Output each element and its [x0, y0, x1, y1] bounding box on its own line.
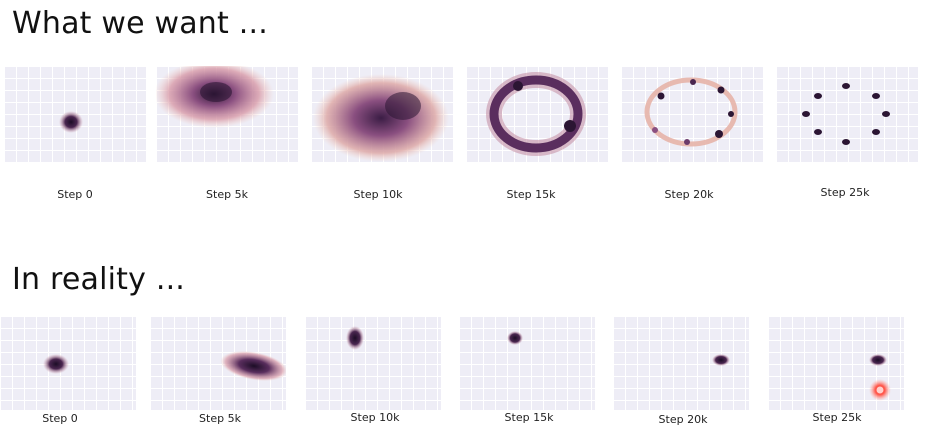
caption-step-15k: Step 15k — [506, 188, 556, 201]
density-plot-step-0 — [4, 66, 146, 162]
caption-step-10k: Step 10k — [353, 188, 403, 201]
density-plot-step-20k — [621, 66, 763, 162]
caption-step-5k: Step 5k — [206, 188, 248, 201]
density-plot-step-15k — [459, 316, 595, 410]
caption-step-10k: Step 10k — [350, 411, 400, 424]
density-plot-step-10k — [311, 66, 453, 162]
density-plot-step-10k — [305, 316, 441, 410]
caption-step-5k: Step 5k — [199, 412, 241, 425]
density-plot-step-5k — [150, 316, 286, 410]
density-plot-step-25k — [768, 316, 904, 410]
density-plot-step-5k — [156, 66, 298, 162]
density-plot-step-15k — [466, 66, 608, 162]
caption-step-15k: Step 15k — [504, 411, 554, 424]
section-title-in-reality: In reality ... — [12, 262, 186, 297]
section-title-what-we-want: What we want ... — [12, 6, 268, 41]
caption-step-0: Step 0 — [42, 412, 78, 425]
density-plot-step-20k — [613, 316, 749, 410]
density-plot-step-0 — [0, 316, 136, 410]
caption-step-20k: Step 20k — [664, 188, 714, 201]
density-plot-step-25k — [776, 66, 918, 162]
caption-step-25k: Step 25k — [812, 411, 862, 424]
caption-step-20k: Step 20k — [658, 413, 708, 426]
caption-step-0: Step 0 — [57, 188, 93, 201]
caption-step-25k: Step 25k — [820, 186, 870, 199]
